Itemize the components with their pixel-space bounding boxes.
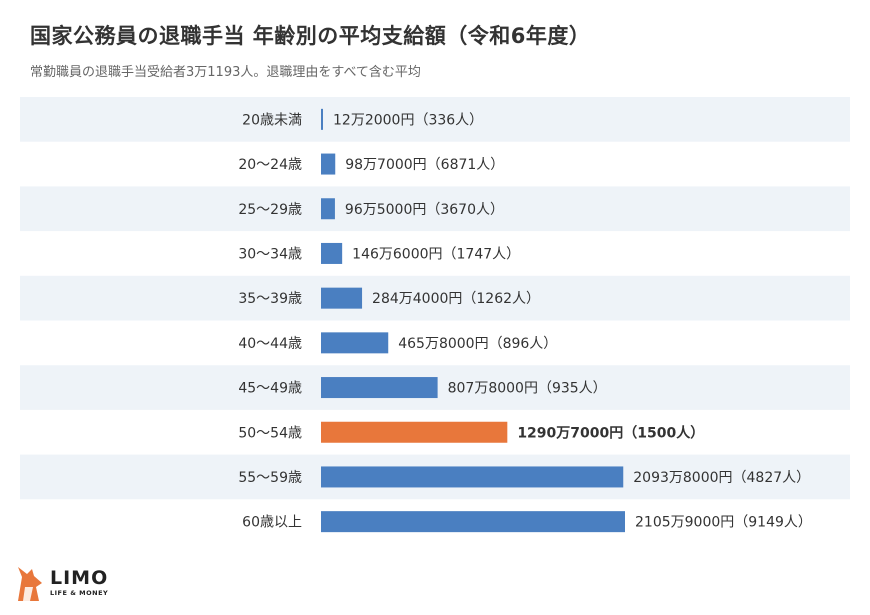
bar [321,198,335,220]
bars [321,108,625,533]
category-label: 40～44歳 [238,336,302,352]
category-label: 55～59歳 [238,470,302,486]
category-label: 35～39歳 [238,291,302,307]
logo-name: LIMO [50,567,109,589]
data-label: 2105万9000円（9149人） [635,515,812,531]
bar [321,287,363,309]
chart-title: 国家公務員の退職手当 年齢別の平均支給額（令和6年度） [30,24,591,48]
category-label: 25～29歳 [238,202,302,218]
category-labels: 20歳未満 20～24歳 25～29歳 30～34歳 35～39歳 40～44歳 45～49… [238,112,302,530]
row-stripe [20,97,850,142]
category-label: 60歳以上 [242,515,302,531]
value-labels: 12万2000円（336人） 98万7000円（6871人） 96万5000円（36… [333,112,812,530]
data-label: 465万8000円（896人） [398,336,557,352]
data-label: 1290万7000円（1500人） [517,424,704,441]
limo-logo: LIMO LIFE & MONEY [14,563,124,603]
bar [321,466,624,488]
bar [321,153,336,175]
data-label: 807万8000円（935人） [448,381,607,397]
bar [321,377,438,399]
bar [321,511,625,533]
data-label: 146万6000円（1747人） [352,246,520,262]
fox-logo-icon [18,567,42,601]
data-label: 96万5000円（3670人） [345,202,504,218]
bar [321,332,389,354]
category-label: 20歳未満 [242,112,302,128]
category-label: 30～34歳 [238,246,302,262]
row-stripe [20,186,850,232]
category-label: 20～24歳 [238,157,302,173]
row-stripes [20,97,850,500]
bar [321,108,323,130]
category-label: 45～49歳 [238,381,302,397]
logo-tagline: LIFE & MONEY [50,589,109,597]
chart-subtitle: 常勤職員の退職手当受給者3万1193人。退職理由をすべて含む平均 [30,65,421,80]
row-stripe [20,275,850,321]
data-label: 98万7000円（6871人） [345,157,504,173]
data-label: 284万4000円（1262人） [372,291,540,307]
data-label: 12万2000円（336人） [333,112,483,128]
bar [321,421,508,443]
data-label: 2093万8000円（4827人） [633,470,810,486]
bar [321,242,343,264]
bar-chart: 20歳未満 20～24歳 25～29歳 30～34歳 35～39歳 40～44歳 45～49… [20,97,850,533]
category-label: 50～54歳 [238,425,302,441]
